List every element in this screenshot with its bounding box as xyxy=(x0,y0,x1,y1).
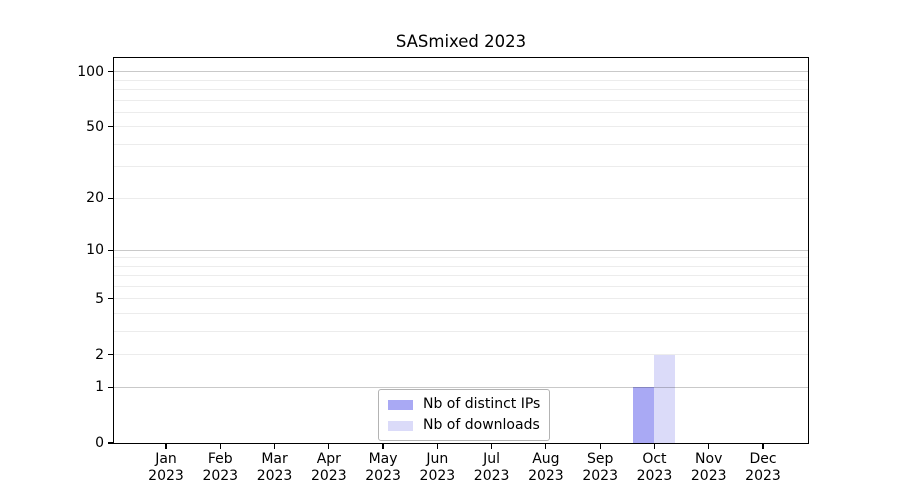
x-tick-mark-jun xyxy=(436,444,438,449)
x-tick-month-oct: Oct xyxy=(642,451,667,467)
gridline-minor-2 xyxy=(114,354,808,356)
x-tick-label-may: May 2023 xyxy=(347,451,419,484)
gridline-major-10 xyxy=(114,249,808,251)
x-tick-label-aug: Aug 2023 xyxy=(510,451,582,484)
gridline-minor-7 xyxy=(114,275,808,277)
y-tick-label-0: 0 xyxy=(95,435,104,451)
x-tick-label-mar: Mar 2023 xyxy=(239,451,311,484)
legend: Nb of distinct IPs Nb of downloads xyxy=(378,389,551,441)
x-tick-label-jan: Jan 2023 xyxy=(130,451,202,484)
x-tick-month-dec: Dec xyxy=(749,451,777,467)
x-tick-label-nov: Nov 2023 xyxy=(673,451,745,484)
x-tick-mark-oct xyxy=(653,444,656,449)
x-tick-year-sep: 2023 xyxy=(582,467,618,484)
y-tick-label-50: 50 xyxy=(86,118,104,135)
x-tick-year-jul: 2023 xyxy=(473,467,510,484)
chart-title: SASmixed 2023 xyxy=(395,32,527,51)
x-tick-year-apr: 2023 xyxy=(310,467,347,484)
x-tick-month-jul: Jul xyxy=(483,451,501,467)
x-tick-label-apr: Apr 2023 xyxy=(293,451,365,484)
y-tick-label-100: 100 xyxy=(77,63,104,80)
legend-swatch-downloads xyxy=(388,420,413,431)
gridline-minor-6 xyxy=(114,286,808,287)
gridline-minor-70 xyxy=(114,99,808,101)
gridline-minor-20 xyxy=(114,197,808,199)
legend-item-downloads: Nb of downloads xyxy=(388,417,540,434)
y-tick-mark-100 xyxy=(108,71,113,73)
plot-area: Nb of distinct IPs Nb of downloads xyxy=(113,57,809,444)
x-tick-month-mar: Mar xyxy=(261,451,288,467)
x-tick-month-feb: Feb xyxy=(207,451,233,467)
x-tick-mark-sep xyxy=(599,444,601,449)
x-tick-year-feb: 2023 xyxy=(202,467,239,484)
y-tick-mark-1 xyxy=(108,386,113,388)
x-tick-month-sep: Sep xyxy=(586,451,614,467)
x-tick-mark-jan xyxy=(165,444,167,449)
x-tick-label-oct: Oct 2023 xyxy=(618,451,690,484)
bar-downloads-oct xyxy=(654,354,676,443)
y-tick-mark-0 xyxy=(108,442,113,444)
x-tick-year-dec: 2023 xyxy=(745,467,781,484)
x-tick-label-jul: Jul 2023 xyxy=(456,451,528,484)
y-tick-mark-20 xyxy=(108,197,113,199)
y-tick-mark-50 xyxy=(108,126,113,128)
gridline-major-100 xyxy=(114,71,808,73)
x-tick-month-may: May xyxy=(368,451,398,467)
x-tick-mark-apr xyxy=(328,444,330,449)
y-tick-label-5: 5 xyxy=(95,290,104,307)
x-tick-label-feb: Feb 2023 xyxy=(184,451,256,484)
x-tick-year-mar: 2023 xyxy=(256,467,293,484)
x-tick-label-jun: Jun 2023 xyxy=(401,451,473,484)
gridline-minor-8 xyxy=(114,265,808,267)
gridline-minor-3 xyxy=(114,331,808,333)
y-tick-label-1: 1 xyxy=(95,379,104,396)
x-tick-year-jan: 2023 xyxy=(148,467,184,484)
legend-swatch-distinct-ips xyxy=(388,399,413,410)
gridline-minor-30 xyxy=(114,166,808,168)
x-tick-month-jan: Jan xyxy=(155,451,177,467)
x-tick-month-aug: Aug xyxy=(532,451,560,467)
gridline-minor-4 xyxy=(114,313,808,315)
legend-item-distinct-ips: Nb of distinct IPs xyxy=(388,396,540,413)
gridline-minor-90 xyxy=(114,79,808,81)
y-tick-mark-10 xyxy=(108,249,113,251)
bars-layer xyxy=(114,58,808,443)
x-tick-mark-mar xyxy=(273,444,276,449)
x-tick-label-dec: Dec 2023 xyxy=(727,451,799,484)
y-tick-mark-2 xyxy=(108,354,113,356)
x-tick-year-jun: 2023 xyxy=(419,467,456,484)
y-tick-label-2: 2 xyxy=(95,346,104,363)
gridline-minor-5 xyxy=(114,298,808,300)
gridline-minor-9 xyxy=(114,257,808,259)
gridline-major-1 xyxy=(114,386,808,388)
legend-label-downloads: Nb of downloads xyxy=(423,417,540,433)
x-tick-mark-may xyxy=(382,444,384,449)
x-tick-mark-aug xyxy=(545,444,547,449)
bar-distinct-ips-oct xyxy=(633,387,655,443)
x-tick-mark-jul xyxy=(491,444,493,449)
y-tick-mark-5 xyxy=(108,298,113,300)
x-tick-mark-feb xyxy=(219,444,221,449)
gridline-minor-50 xyxy=(114,126,808,128)
x-tick-year-aug: 2023 xyxy=(528,467,564,484)
x-tick-year-oct: 2023 xyxy=(636,467,673,484)
x-tick-year-nov: 2023 xyxy=(690,467,727,484)
gridline-minor-40 xyxy=(114,143,808,145)
x-tick-month-apr: Apr xyxy=(316,451,341,467)
gridline-minor-80 xyxy=(114,89,808,91)
x-tick-label-sep: Sep 2023 xyxy=(564,451,636,484)
gridline-minor-60 xyxy=(114,111,808,113)
y-tick-label-20: 20 xyxy=(86,190,104,207)
x-tick-month-jun: Jun xyxy=(426,451,449,467)
x-tick-mark-nov xyxy=(708,444,710,449)
legend-label-distinct-ips: Nb of distinct IPs xyxy=(423,396,541,412)
gridlines-layer xyxy=(114,58,808,443)
x-tick-month-nov: Nov xyxy=(695,451,723,467)
y-tick-label-10: 10 xyxy=(86,242,104,259)
x-tick-mark-dec xyxy=(762,444,764,449)
x-tick-year-may: 2023 xyxy=(365,467,401,484)
